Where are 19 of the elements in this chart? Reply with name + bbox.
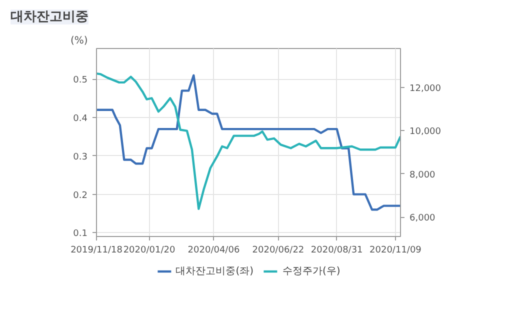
x-tick-label: 2020/08/31 xyxy=(310,246,363,256)
y2-tick-label: 12,000 xyxy=(410,84,442,94)
y2-tick-label: 6,000 xyxy=(410,214,436,224)
x-tick-label: 2020/11/09 xyxy=(370,246,422,256)
y2-tick-label: 8,000 xyxy=(410,170,436,180)
x-tick-label: 2020/04/06 xyxy=(188,246,240,256)
y-tick-label: 0.3 xyxy=(73,152,88,162)
y-tick-label: 0.2 xyxy=(73,190,88,201)
y-tick-label: 0.4 xyxy=(73,114,88,124)
chart-title: 대차잔고비중 xyxy=(10,10,88,24)
y-tick-label: 0.5 xyxy=(73,76,88,86)
x-tick-label: 2020/01/20 xyxy=(123,246,176,256)
y2-tick-label: 10,000 xyxy=(410,127,442,138)
y-axis-title: (%) xyxy=(70,36,88,46)
x-tick-label: 2020/06/22 xyxy=(252,246,304,256)
x-tick-label: 2019/11/18 xyxy=(70,246,123,256)
legend-label: 대차잔고비중(좌) xyxy=(176,265,254,278)
legend-label: 수정주가(우) xyxy=(282,265,340,278)
y-tick-label: 0.1 xyxy=(73,229,88,240)
